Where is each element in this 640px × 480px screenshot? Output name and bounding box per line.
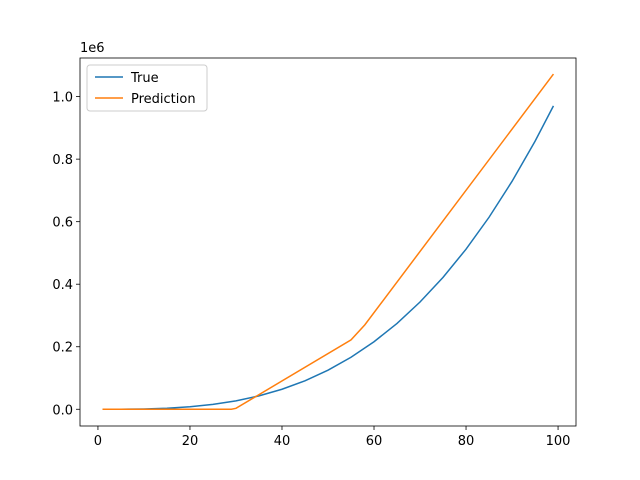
legend-label: True [130, 71, 159, 86]
line [102, 73, 555, 411]
x-tick-label: 60 [366, 434, 383, 449]
y-tick-label: 0.4 [52, 278, 73, 293]
legend-label: Prediction [131, 92, 196, 107]
y-tick-label: 1.0 [52, 91, 73, 106]
x-tick-label: 20 [182, 434, 199, 449]
y-tick-label: 0.2 [52, 341, 73, 356]
axes-frame [79, 57, 577, 427]
x-tick-label: 0 [94, 434, 102, 449]
x-tick-label: 100 [546, 434, 571, 449]
line [102, 105, 555, 411]
y-tick-label: 0.0 [52, 403, 73, 418]
x-tick-label: 40 [274, 434, 291, 449]
y-tick-label: 0.6 [52, 216, 73, 231]
x-tick-label: 80 [458, 434, 475, 449]
offset-label: 1e6 [80, 41, 105, 56]
y-tick-label: 0.8 [52, 153, 73, 168]
